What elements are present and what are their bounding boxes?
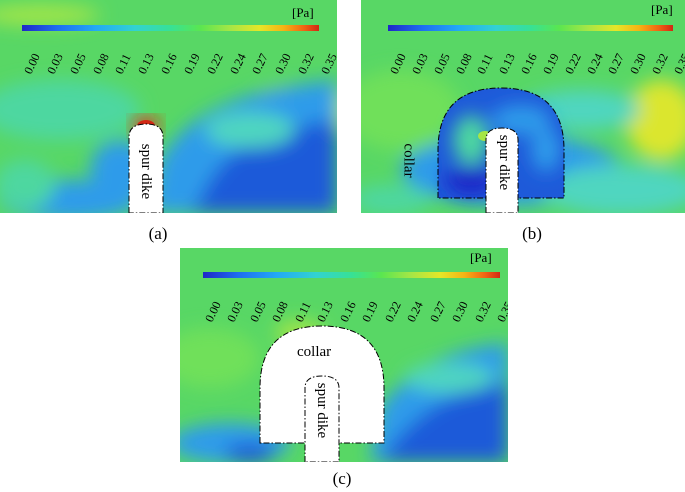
spur-dike-label-a: spur dike (138, 143, 155, 200)
caption-b: (b) (522, 224, 542, 243)
colorbar-unit-b: [Pa] (651, 2, 673, 17)
colorbar-unit-a: [Pa] (292, 5, 314, 20)
shear-stress-contour-a (0, 0, 337, 213)
panel-b: [Pa] collar spur dike 0.00 0.03 0.05 0.08 0.… (361, 0, 685, 213)
spur-dike-a (128, 123, 164, 213)
colorbar-gradient-b (388, 25, 673, 31)
panel-c: [Pa] collar spur dike 0.00 0.03 0.05 0.08 0.… (180, 248, 508, 462)
colorbar-unit-c: [Pa] (470, 250, 492, 265)
collar-label-c: collar (297, 344, 332, 360)
collar-label-b: collar (400, 143, 417, 178)
caption-a: (a) (148, 224, 168, 243)
spur-dike-c (304, 375, 340, 462)
spur-dike-label-c: spur dike (314, 382, 331, 439)
shear-stress-contour-b (361, 0, 685, 213)
panel-a: [Pa] spur dike 0.00 0.03 0.05 0.08 0.11 0.13 0… (0, 0, 337, 213)
caption-c: (c) (332, 469, 352, 488)
shear-stress-contour-c (180, 248, 508, 462)
colorbar-gradient-a (22, 25, 319, 31)
colorbar-gradient-c (203, 272, 500, 278)
spur-dike-label-b: spur dike (496, 134, 513, 191)
spur-dike-b (485, 127, 519, 213)
